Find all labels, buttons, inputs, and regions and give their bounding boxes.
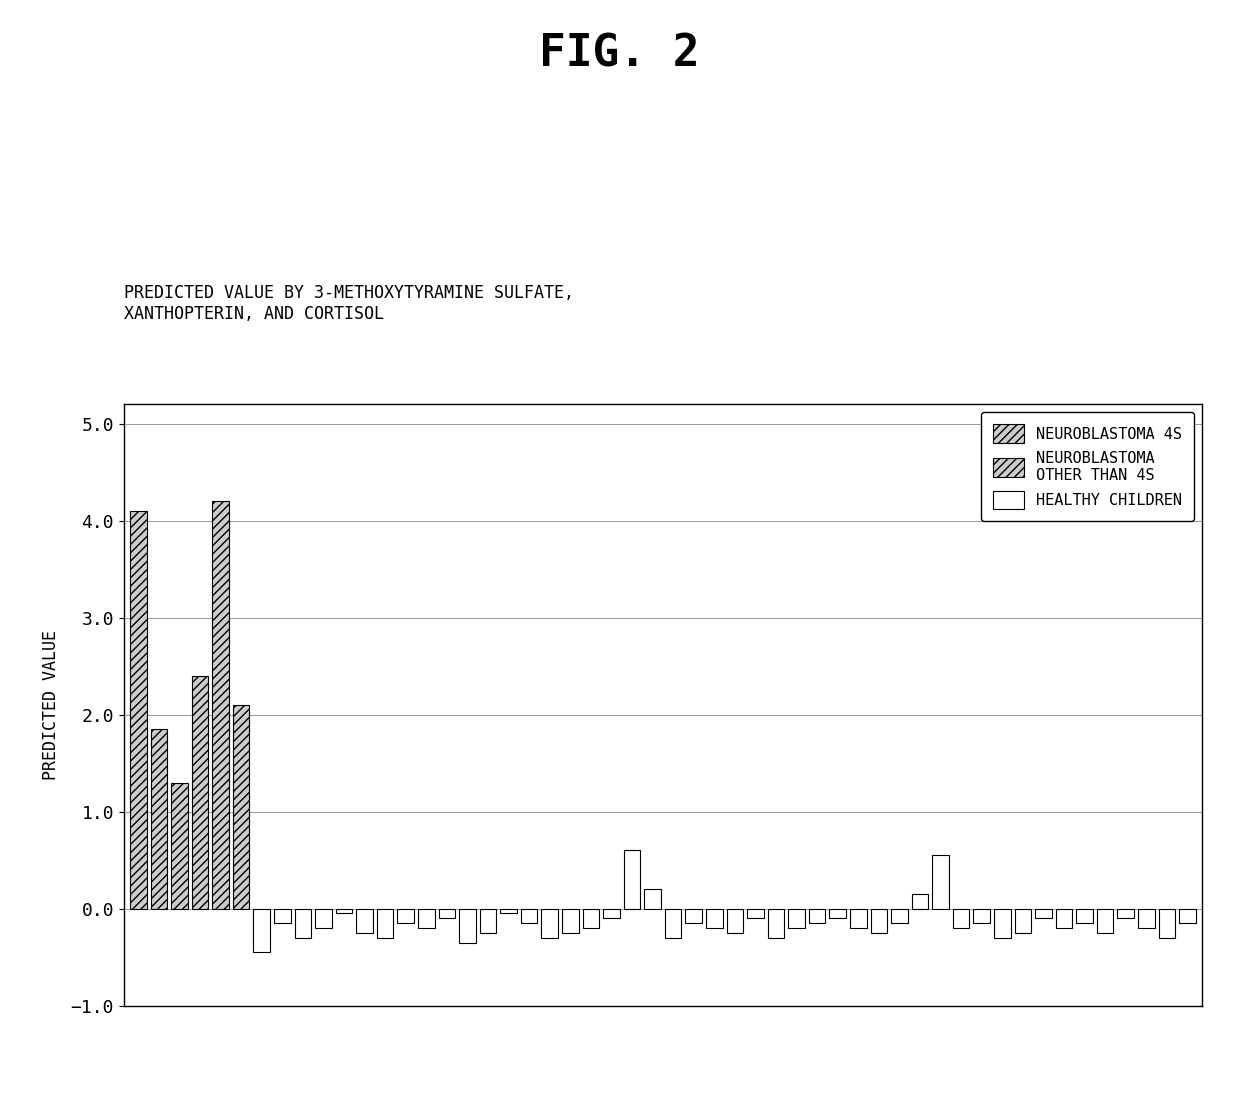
Bar (418, 908, 435, 928)
Bar (974, 908, 990, 924)
Bar (295, 908, 311, 938)
Bar (603, 908, 620, 918)
Bar (520, 908, 538, 924)
Bar (398, 908, 414, 924)
Legend: NEUROBLASTOMA 4S, NEUROBLASTOMA
OTHER THAN 4S, HEALTHY CHILDREN: NEUROBLASTOMA 4S, NEUROBLASTOMA OTHER TH… (981, 412, 1194, 521)
Bar (665, 908, 681, 938)
Bar (357, 908, 373, 932)
Bar (1180, 908, 1196, 924)
Bar (850, 908, 866, 928)
Bar (501, 908, 517, 914)
Bar (1036, 908, 1052, 918)
Bar (994, 908, 1011, 938)
Bar (254, 908, 270, 952)
Bar (315, 908, 332, 928)
Bar (192, 675, 208, 908)
Bar (274, 908, 290, 924)
Bar (871, 908, 887, 932)
Bar (623, 850, 641, 908)
Bar (1118, 908, 1134, 918)
Bar (479, 908, 497, 932)
Bar (726, 908, 743, 932)
Bar (706, 908, 722, 928)
Bar (891, 908, 908, 924)
Bar (1097, 908, 1114, 932)
Bar (1077, 908, 1093, 924)
Bar (212, 502, 229, 908)
Bar (1056, 908, 1072, 928)
Bar (439, 908, 455, 918)
Text: FIG. 2: FIG. 2 (539, 33, 700, 75)
Bar (747, 908, 763, 918)
Bar (582, 908, 600, 928)
Bar (336, 908, 352, 914)
Bar (644, 890, 660, 908)
Bar (1139, 908, 1155, 928)
Bar (151, 729, 167, 908)
Bar (460, 908, 476, 942)
Bar (809, 908, 825, 924)
Bar (912, 894, 928, 908)
Bar (1158, 908, 1175, 938)
Bar (685, 908, 703, 924)
Bar (788, 908, 805, 928)
Bar (563, 908, 579, 932)
Bar (377, 908, 393, 938)
Bar (130, 512, 146, 908)
Bar (1015, 908, 1031, 932)
Text: PREDICTED VALUE BY 3-METHOXYTYRAMINE SULFATE,
XANTHOPTERIN, AND CORTISOL: PREDICTED VALUE BY 3-METHOXYTYRAMINE SUL… (124, 284, 574, 322)
Bar (932, 855, 949, 908)
Y-axis label: PREDICTED VALUE: PREDICTED VALUE (42, 630, 59, 780)
Bar (171, 783, 187, 908)
Bar (541, 908, 558, 938)
Bar (768, 908, 784, 938)
Bar (829, 908, 846, 918)
Bar (953, 908, 969, 928)
Bar (233, 705, 249, 908)
